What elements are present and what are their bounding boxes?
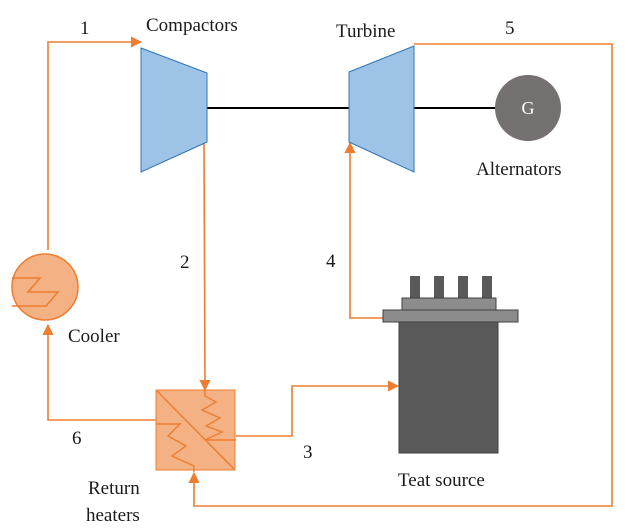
compactors-label: Compactors xyxy=(146,15,238,36)
cooler-label: Cooler xyxy=(68,326,120,347)
turbine-shape xyxy=(348,45,415,173)
compressor-shape xyxy=(140,47,208,173)
generator-shape xyxy=(495,75,561,141)
cooler-shape xyxy=(11,253,79,321)
state-point-2: 2 xyxy=(180,252,190,273)
flow-line-2 xyxy=(199,141,211,392)
alternators-label: Alternators xyxy=(476,159,561,180)
return-heaters-label-line1: Return xyxy=(88,478,140,499)
generator-symbol: G xyxy=(522,98,535,118)
flow-line-1 xyxy=(47,36,143,250)
state-point-4: 4 xyxy=(326,251,336,272)
flow-line-3 xyxy=(236,380,400,437)
turbine-label: Turbine xyxy=(336,21,395,42)
state-point-1: 1 xyxy=(80,18,90,39)
state-point-3: 3 xyxy=(303,442,313,463)
flow-line-6 xyxy=(42,323,156,421)
heat-source-label: Teat source xyxy=(398,470,485,491)
return-heater-shape xyxy=(155,389,236,472)
flow-line-4 xyxy=(344,141,383,319)
return-heaters-label-line2: heaters xyxy=(86,505,140,526)
state-point-6: 6 xyxy=(72,428,82,449)
heat-source-shape xyxy=(382,276,519,454)
state-point-5: 5 xyxy=(505,18,515,39)
flow-line-5 xyxy=(188,43,613,507)
